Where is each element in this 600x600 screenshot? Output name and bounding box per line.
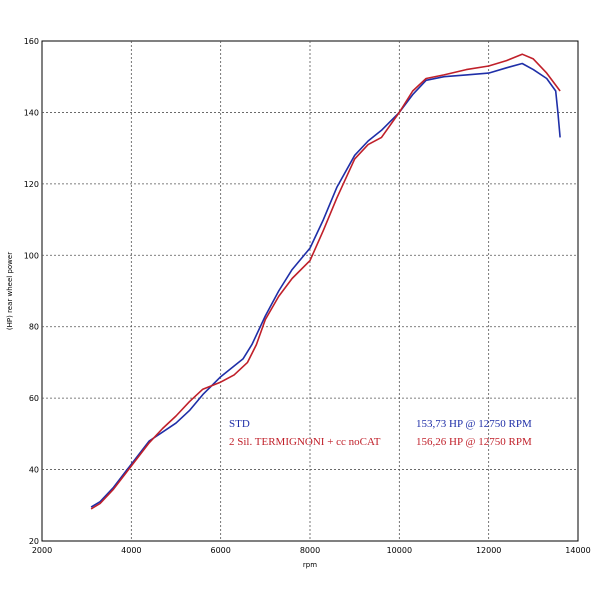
- y-tick-label: 120: [24, 180, 39, 189]
- series-line-0: [90, 62, 561, 508]
- y-tick-label: 160: [24, 37, 39, 46]
- legend-std-name: STD: [229, 418, 250, 430]
- x-tick-label: 12000: [476, 546, 501, 555]
- legend-termignoni-name: 2 Sil. TERMIGNONI + cc noCAT: [229, 436, 381, 448]
- series-lines: [90, 53, 561, 510]
- x-tick-label: 2000: [32, 546, 52, 555]
- x-tick-label: 4000: [121, 546, 141, 555]
- legend: STD 153,73 HP @ 12750 RPM 2 Sil. TERMIGN…: [229, 418, 532, 448]
- x-tick-label: 8000: [300, 546, 320, 555]
- x-tick-label: 14000: [565, 546, 590, 555]
- legend-termignoni-peak: 156,26 HP @ 12750 RPM: [416, 436, 532, 448]
- x-axis-label: rpm: [303, 561, 317, 569]
- x-axis-ticks: 2000 4000 6000 8000 10000 12000 14000: [32, 546, 591, 555]
- y-tick-label: 40: [29, 466, 39, 475]
- grid-lines: [42, 41, 578, 541]
- series-line-1: [90, 53, 561, 510]
- y-tick-label: 100: [24, 251, 39, 260]
- y-axis-label: (HP) rear wheel power: [6, 252, 14, 330]
- y-tick-label: 80: [29, 323, 39, 332]
- y-tick-label: 20: [29, 537, 39, 546]
- y-axis-ticks: 20 40 60 80 100 120 140 160: [24, 37, 39, 546]
- y-tick-label: 140: [24, 108, 39, 117]
- x-tick-label: 10000: [387, 546, 412, 555]
- y-tick-label: 60: [29, 394, 39, 403]
- x-tick-label: 6000: [210, 546, 230, 555]
- legend-std-peak: 153,73 HP @ 12750 RPM: [416, 418, 532, 430]
